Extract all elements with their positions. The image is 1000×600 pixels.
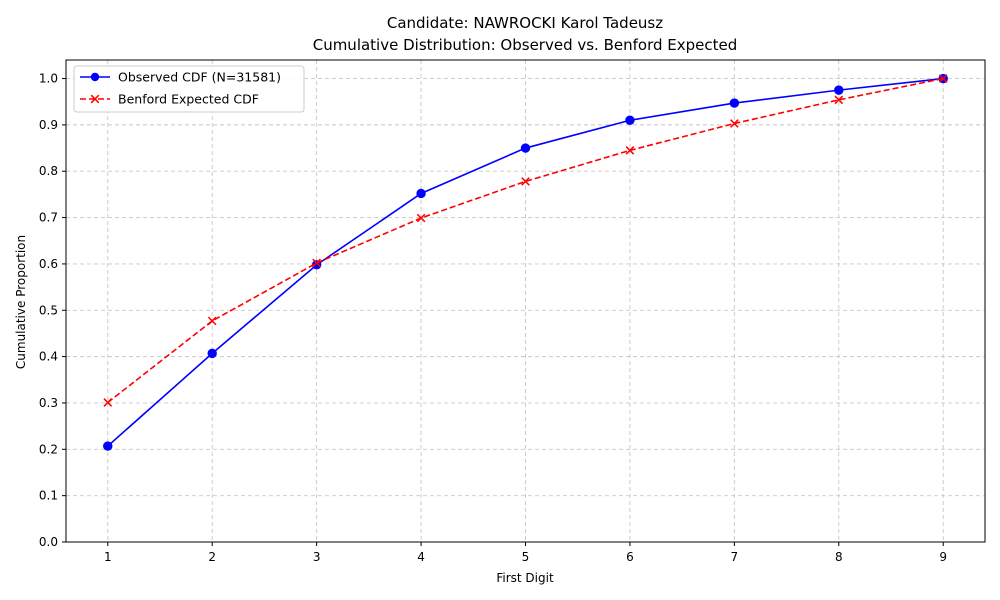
data-point: [416, 188, 426, 199]
series-observed: [103, 73, 948, 451]
data-point: [730, 119, 739, 128]
legend: Observed CDF (N=31581) Benford Expected C…: [73, 65, 305, 113]
data-point: [207, 348, 217, 359]
data-point: [520, 143, 531, 153]
x-tick-label: 7: [731, 550, 739, 564]
legend-item: Benford Expected CDF: [80, 92, 259, 107]
y-tick-label: 0.6: [39, 257, 58, 271]
y-tick-label: 0.9: [39, 118, 58, 132]
legend-marker: [90, 72, 100, 82]
data-point: [207, 316, 217, 326]
data-point: [103, 441, 113, 451]
y-tick-label: 0.4: [39, 350, 58, 364]
data-point: [834, 85, 844, 95]
data-point: [416, 213, 426, 223]
x-axis-label: First Digit: [496, 571, 554, 585]
x-tick-label: 8: [835, 550, 843, 564]
x-tick-label: 9: [939, 550, 947, 564]
data-point: [625, 146, 635, 155]
y-tick-label: 0.0: [39, 535, 58, 549]
x-tick-label: 4: [417, 550, 425, 564]
x-tick-label: 5: [522, 550, 530, 564]
y-tick-label: 0.5: [39, 303, 58, 317]
y-tick-label: 0.8: [39, 164, 58, 178]
legend-marker: [90, 94, 100, 104]
data-point: [312, 258, 321, 268]
series-line: [107, 77, 944, 404]
series-layer: [103, 73, 948, 451]
x-tick-label: 6: [626, 550, 634, 564]
legend-box: [73, 65, 305, 113]
data-point: [521, 177, 530, 186]
series-benford: [103, 74, 948, 407]
x-tick-label: 3: [313, 550, 321, 564]
x-tick-label: 1: [104, 550, 112, 564]
chart-subtitle: Cumulative Distribution: Observed vs. Be…: [313, 36, 738, 54]
legend-label: Observed CDF (N=31581): [118, 70, 281, 85]
y-axis-label: Cumulative Proportion: [14, 235, 28, 369]
data-point: [729, 98, 740, 108]
legend-item: Observed CDF (N=31581): [80, 70, 281, 85]
y-tick-label: 0.7: [39, 211, 58, 225]
legend-label: Benford Expected CDF: [118, 92, 259, 107]
chart-title: Candidate: NAWROCKI Karol Tadeusz: [387, 14, 663, 32]
data-point: [103, 398, 113, 407]
data-point: [625, 115, 635, 125]
y-tick-label: 0.1: [39, 489, 58, 503]
x-tick-label: 2: [208, 550, 216, 564]
data-point: [834, 95, 844, 105]
grid: [66, 60, 985, 543]
y-tick-label: 0.2: [39, 442, 58, 456]
data-point: [938, 74, 948, 83]
ticks: 1 2 3 4 5 6 7 8 9 0.0 0.1 0.2 0.3 0.4 0.5 0.6 0.7 0.8 0.9 1…: [39, 72, 947, 564]
y-tick-label: 1.0: [39, 72, 58, 86]
y-tick-label: 0.3: [39, 396, 58, 410]
